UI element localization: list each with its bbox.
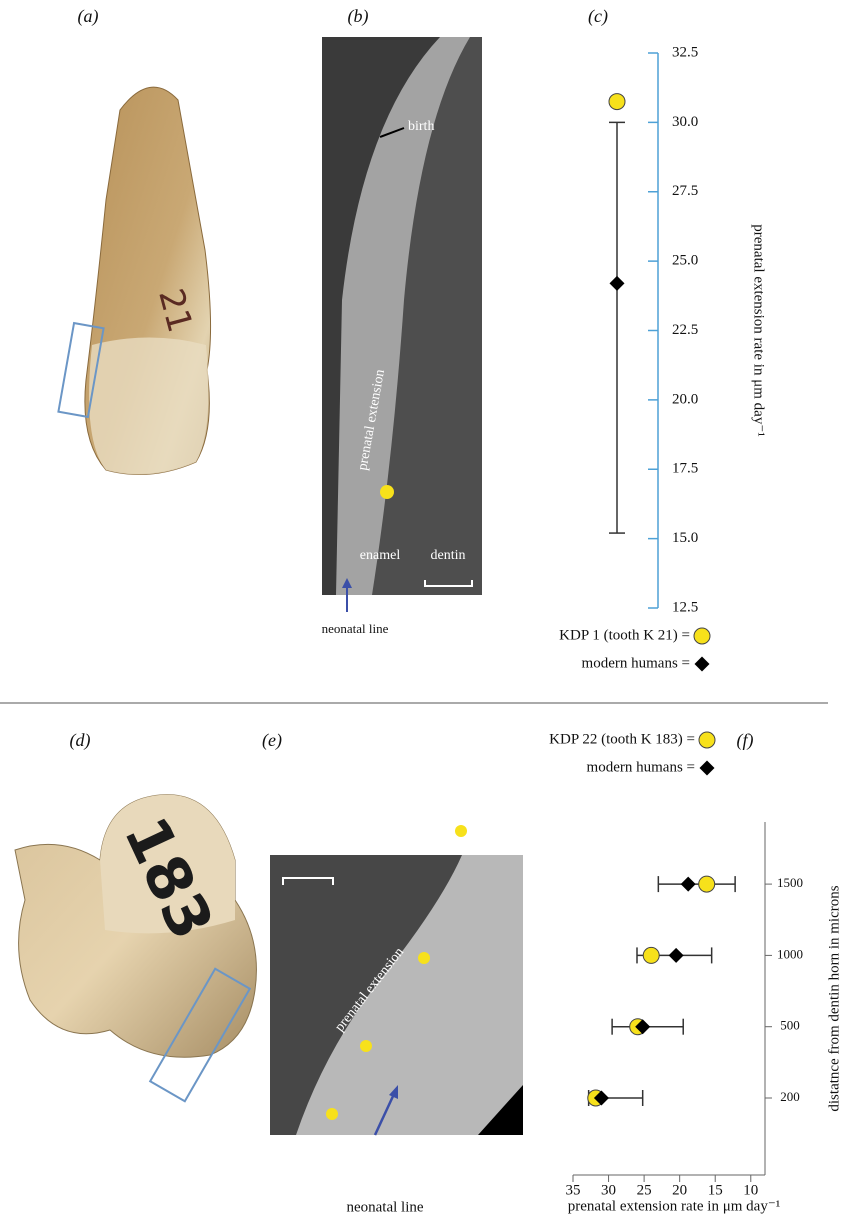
- data-point: [610, 276, 625, 291]
- data-point: [643, 947, 659, 963]
- annotation: neonatal line: [322, 621, 389, 636]
- legend-marker: [700, 761, 715, 776]
- y-tick-label: 1000: [777, 946, 803, 961]
- legend-marker: [695, 657, 710, 672]
- annotation: enamel: [474, 822, 515, 837]
- panel-label: (a): [78, 6, 99, 27]
- panel-label: (b): [348, 6, 369, 27]
- y-tick-label: 12.5: [672, 599, 698, 615]
- y-tick-label: 25.0: [672, 253, 698, 269]
- x-tick-label: 25: [637, 1182, 652, 1198]
- y-axis-label: prenatal extension rate in μm day⁻¹: [751, 224, 767, 436]
- figure: 21 birth prenatal extension enamel denti…: [0, 0, 841, 1220]
- x-tick-label: 10: [743, 1182, 758, 1198]
- sample-point: [418, 952, 430, 964]
- y-tick-label: 22.5: [672, 322, 698, 338]
- x-tick-label: 35: [566, 1182, 581, 1198]
- y-tick-label: 17.5: [672, 461, 698, 477]
- legend-label: KDP 22 (tooth K 183) =: [549, 731, 695, 747]
- data-point: [699, 876, 715, 892]
- data-point: [669, 948, 684, 963]
- y-tick-label: 1500: [777, 875, 803, 890]
- legend-label: modern humans =: [587, 759, 695, 775]
- panel-label: (e): [262, 730, 282, 751]
- tooth-crown: [89, 338, 208, 475]
- panel-label: (d): [70, 730, 91, 751]
- annotation: birth: [408, 119, 434, 134]
- y-tick-label: 30.0: [672, 114, 698, 130]
- legend-marker: [694, 628, 710, 644]
- sample-point: [380, 485, 394, 499]
- sample-point: [360, 1040, 372, 1052]
- legend-label: modern humans =: [582, 655, 690, 671]
- annotation: dentin: [415, 822, 450, 837]
- y-tick-label: 200: [780, 1089, 800, 1104]
- annotation: neonatal line: [346, 1199, 423, 1215]
- panel-label: (f): [737, 730, 754, 751]
- legend-marker: [699, 732, 715, 748]
- x-tick-label: 15: [708, 1182, 723, 1198]
- sample-point: [455, 825, 467, 837]
- y-tick-label: 20.0: [672, 391, 698, 407]
- x-tick-label: 30: [601, 1182, 616, 1198]
- y-tick-label: 15.0: [672, 530, 698, 546]
- annotation: dentin: [431, 548, 466, 563]
- x-axis-label: prenatal extension rate in μm day⁻¹: [568, 1198, 780, 1214]
- panel-label: (c): [588, 6, 608, 27]
- sample-point: [326, 1108, 338, 1120]
- data-point: [609, 94, 625, 110]
- page: { "panel_labels": ["(a)", "(b)", "(c)", …: [0, 0, 841, 1220]
- y-tick-label: 500: [780, 1018, 800, 1033]
- y-tick-label: 32.5: [672, 44, 698, 60]
- data-point: [681, 877, 696, 892]
- annotation: enamel: [360, 548, 401, 563]
- y-tick-label: 27.5: [672, 183, 698, 199]
- x-tick-label: 20: [672, 1182, 687, 1198]
- y-axis-label: distatnce from dentin horn in microns: [826, 885, 841, 1111]
- legend-label: KDP 1 (tooth K 21) =: [559, 627, 690, 643]
